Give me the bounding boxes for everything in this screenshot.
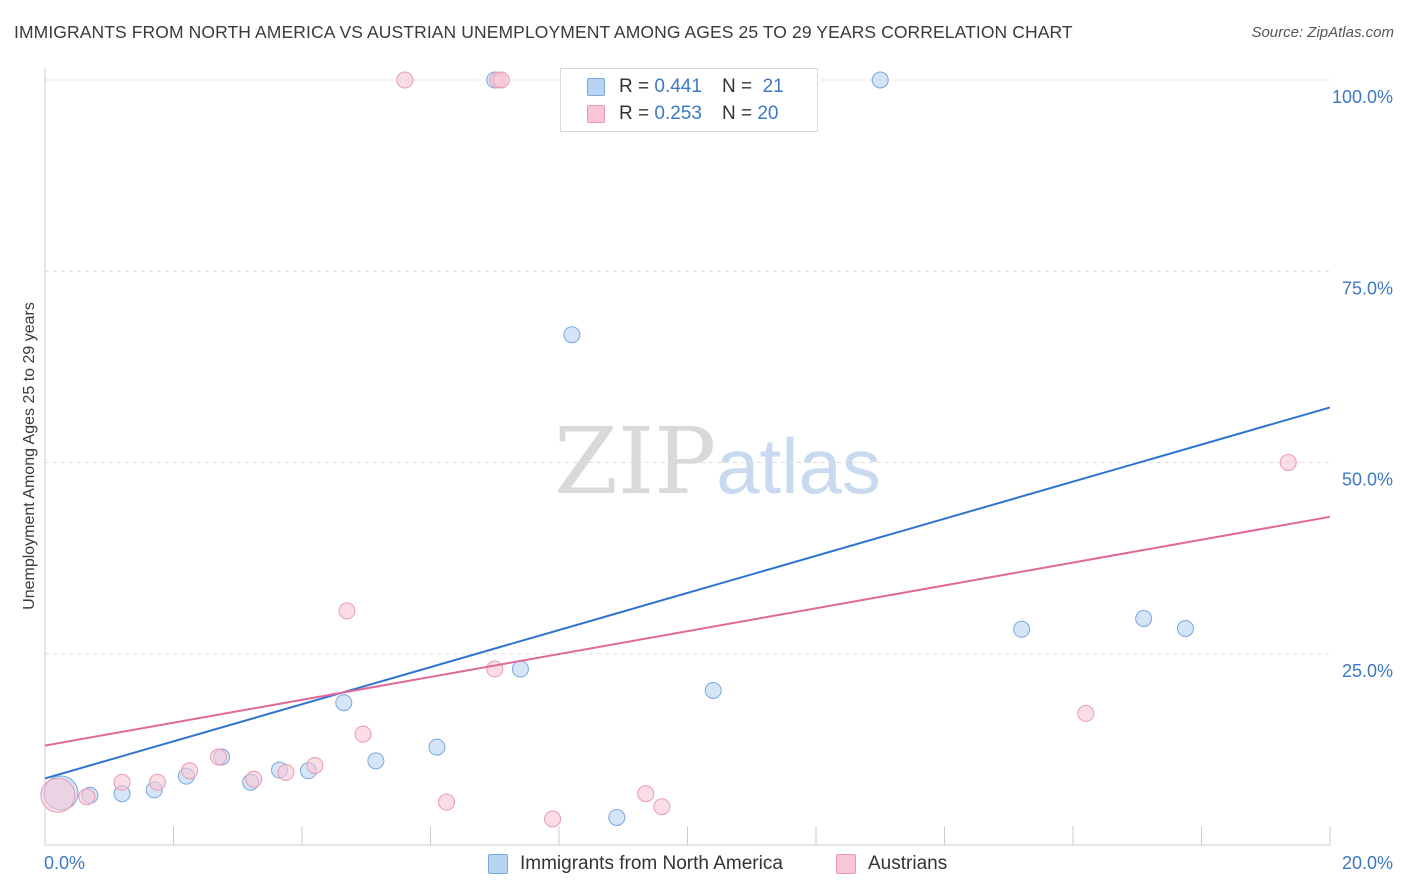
point-austrians	[486, 660, 504, 678]
trendline-austrians	[44, 515, 1331, 747]
point-austrians	[637, 785, 655, 803]
trendline-immigrants	[44, 406, 1331, 780]
point-immigrants	[428, 738, 446, 756]
legend-r-value: 0.441	[654, 76, 702, 97]
point-austrians	[277, 763, 295, 781]
point-austrians	[148, 773, 166, 791]
point-austrians	[209, 748, 227, 766]
point-immigrants	[871, 71, 889, 89]
point-austrians	[245, 770, 263, 788]
legend-r-value: 0.253	[654, 103, 702, 124]
bottom-legend-swatch-blue	[488, 854, 508, 874]
bottom-legend-label-austrians: Austrians	[868, 853, 948, 874]
point-immigrants	[335, 694, 353, 712]
point-immigrants	[1135, 610, 1153, 628]
bottom-legend-swatch-pink	[836, 854, 856, 874]
source-label: Source: ZipAtlas.com	[1251, 24, 1394, 41]
point-austrians	[181, 762, 199, 780]
legend-n-value: 20	[757, 103, 779, 124]
point-austrians	[396, 71, 414, 89]
point-immigrants	[704, 681, 722, 699]
y-tick-label: 100.0%	[1332, 87, 1393, 107]
bottom-legend-label-immigrants: Immigrants from North America	[520, 853, 783, 874]
point-immigrants	[563, 326, 581, 344]
point-austrians	[1279, 454, 1297, 471]
point-austrians	[544, 810, 562, 828]
stats-legend: R = 0.441 N = 21 R = 0.253 N = 20	[560, 68, 818, 132]
watermark: ZIPatlas	[554, 408, 881, 515]
watermark-zip: ZIP	[554, 408, 717, 515]
point-immigrants	[1013, 620, 1031, 638]
point-austrians	[40, 777, 76, 813]
chart-title: IMMIGRANTS FROM NORTH AMERICA VS AUSTRIA…	[14, 22, 1073, 42]
legend-n-label: N =	[721, 76, 753, 97]
legend-n-label: N =	[721, 103, 753, 124]
point-austrians	[1077, 704, 1095, 722]
y-tick-label: 25.0%	[1342, 661, 1393, 681]
point-austrians	[113, 773, 131, 791]
stats-legend-row-immigrants: R = 0.441 N = 21	[587, 74, 784, 100]
legend-swatch-pink	[587, 105, 605, 123]
legend-n-value: 21	[762, 76, 784, 97]
point-immigrants	[1176, 620, 1194, 638]
watermark-atlas: atlas	[716, 422, 881, 510]
legend-swatch-blue	[587, 78, 605, 96]
y-tick-label: 75.0%	[1342, 278, 1393, 298]
point-immigrants	[367, 752, 385, 770]
bottom-legend-austrians: Austrians	[836, 851, 947, 877]
point-austrians	[306, 756, 324, 774]
point-austrians	[354, 725, 372, 743]
legend-r-label: R =	[619, 76, 650, 97]
point-immigrants	[511, 660, 529, 678]
point-austrians	[653, 798, 671, 816]
point-immigrants	[608, 808, 626, 826]
legend-r-label: R =	[619, 103, 650, 124]
x-tick-label: 0.0%	[44, 853, 85, 873]
stats-legend-row-austrians: R = 0.253 N = 20	[587, 101, 778, 127]
point-austrians	[338, 602, 356, 620]
point-austrians	[78, 788, 96, 806]
y-axis-label: Unemployment Among Ages 25 to 29 years	[21, 302, 38, 610]
point-austrians	[492, 71, 510, 89]
y-tick-label: 50.0%	[1342, 470, 1393, 490]
point-austrians	[438, 793, 456, 811]
x-tick-label: 20.0%	[1342, 853, 1393, 873]
bottom-legend-immigrants: Immigrants from North America	[488, 851, 783, 877]
